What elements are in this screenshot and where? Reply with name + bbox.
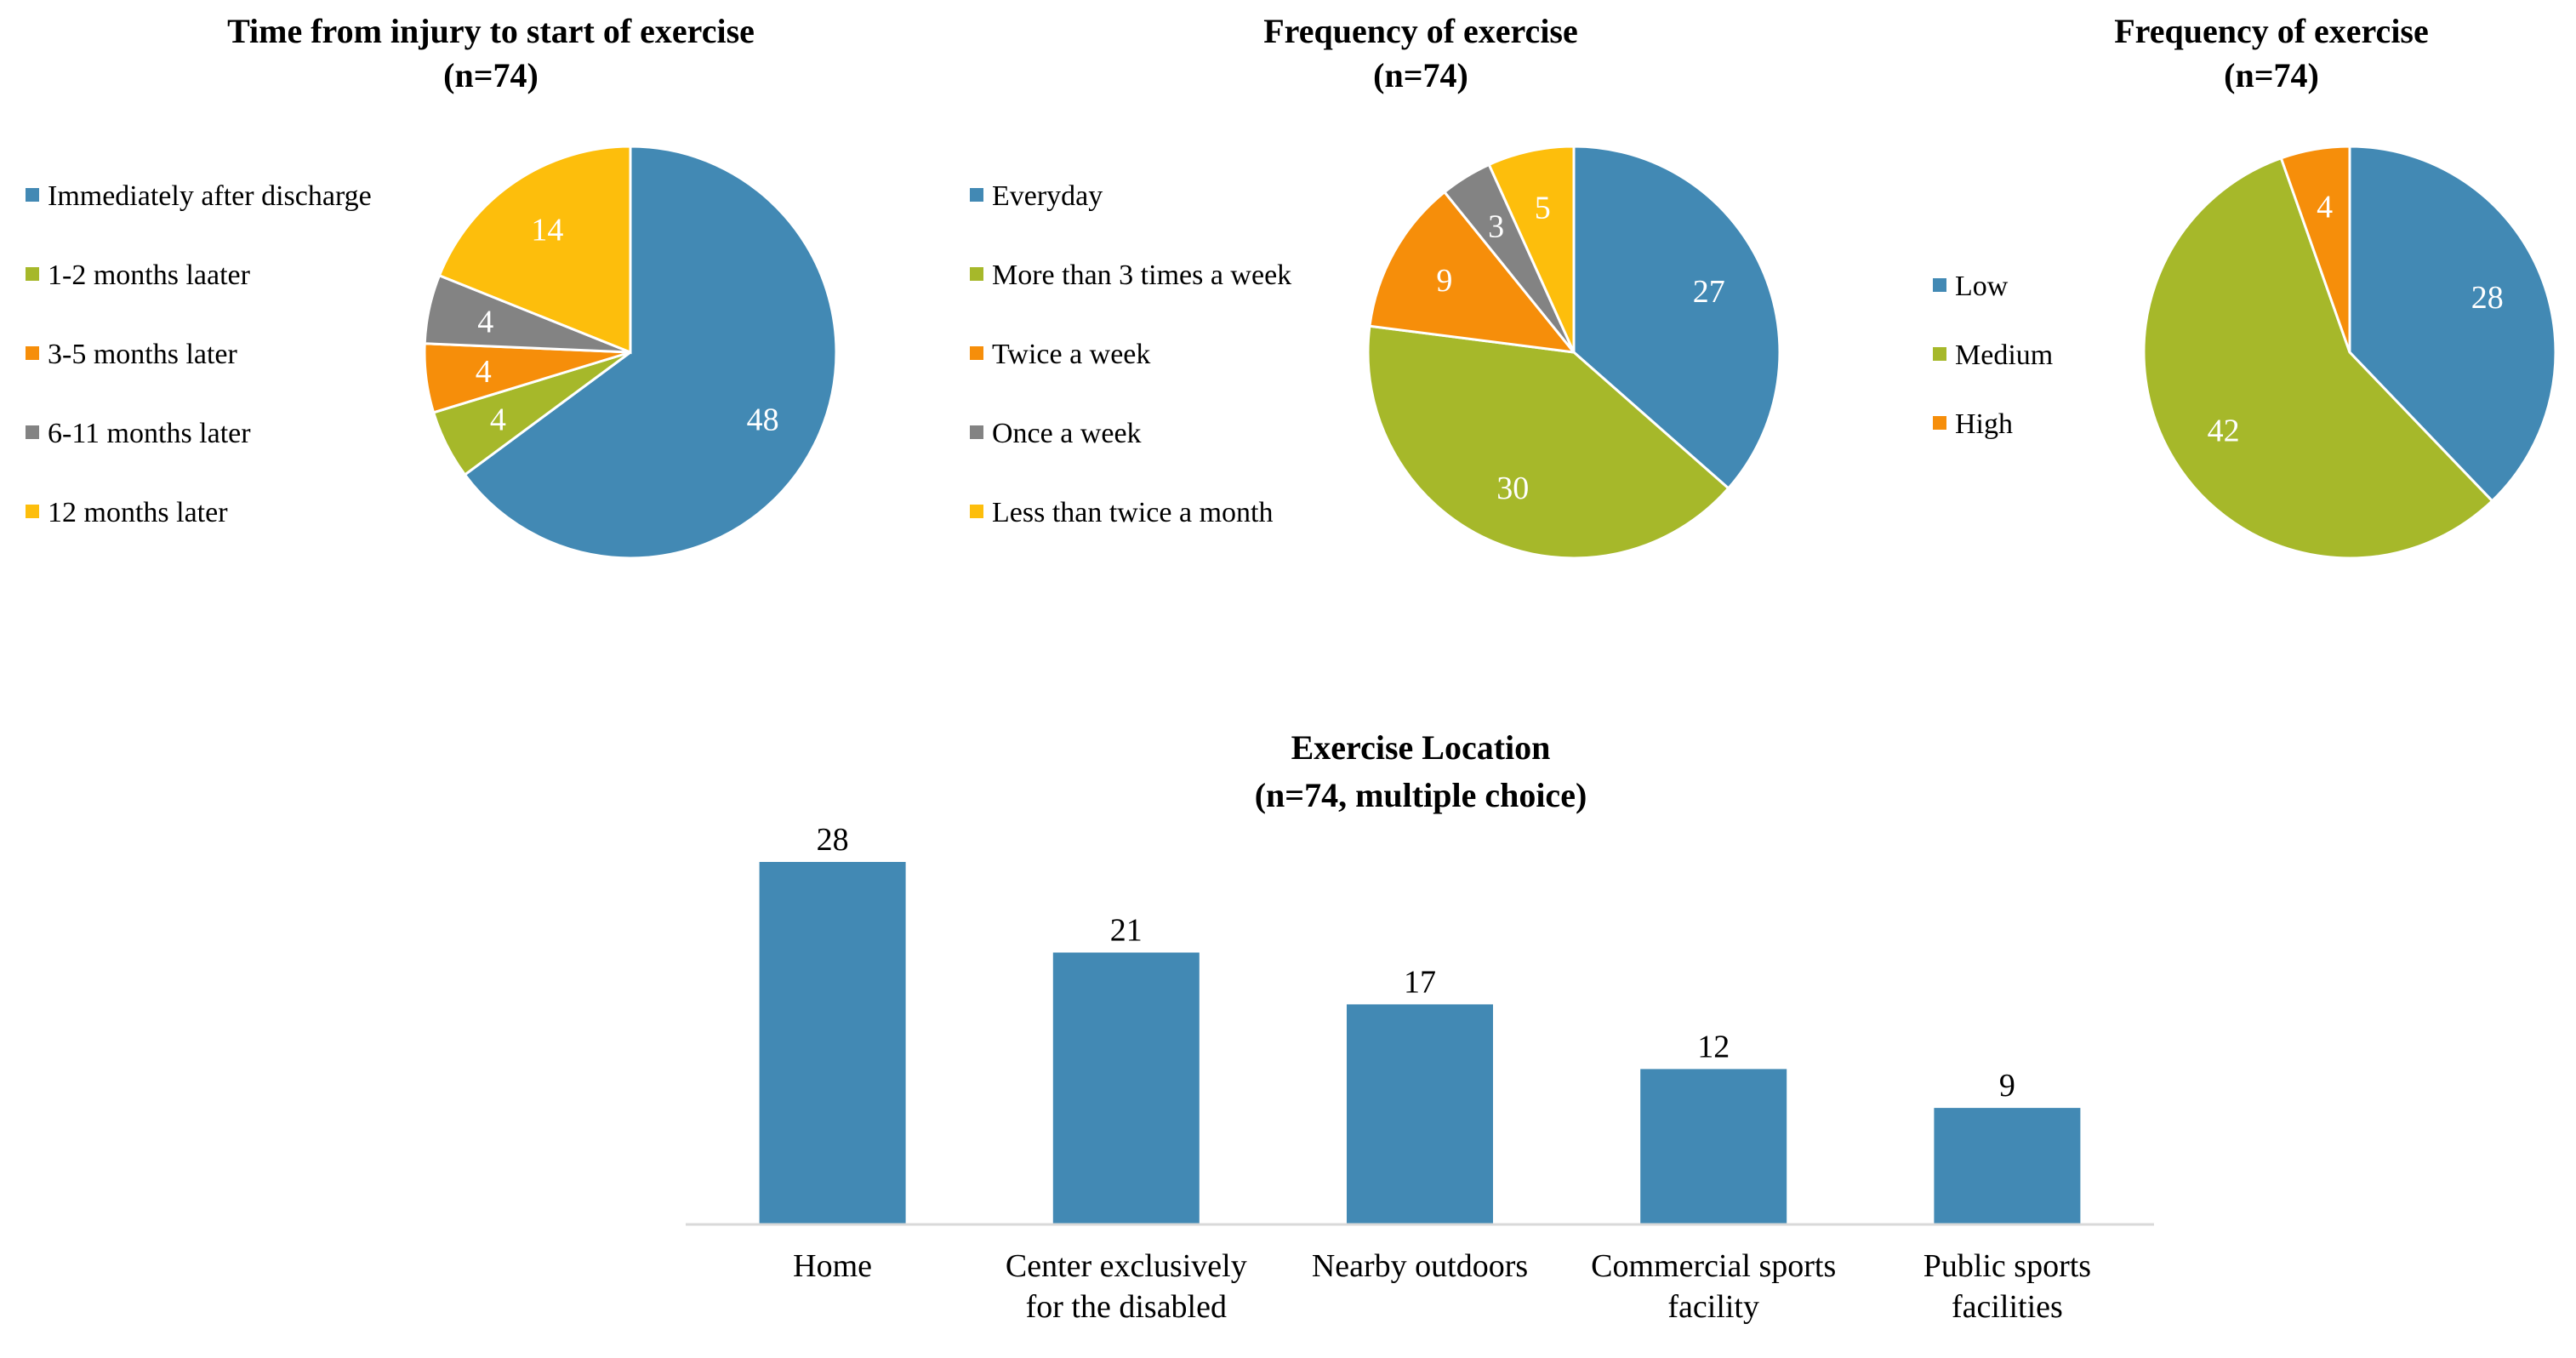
pie-slice <box>1368 190 1577 354</box>
legend-label: Twice a week <box>992 339 1150 370</box>
chart-subtitle: (n=74) <box>1373 56 1468 94</box>
chart-title: Exercise Location <box>1291 728 1551 767</box>
legend-swatch <box>26 188 39 202</box>
bar <box>1347 1004 1493 1224</box>
legend-label: Everyday <box>992 180 1103 212</box>
pie-chart-2: Frequency of exercise (n=74) 27 30 935 Everyd… <box>970 12 1781 560</box>
x-tick-label: facilities <box>1952 1289 2063 1325</box>
legend-label: More than 3 times a week <box>992 260 1291 291</box>
legend-label: 12 months later <box>48 497 228 528</box>
legend-label: Once a week <box>992 418 1142 449</box>
legend-swatch <box>26 346 39 360</box>
chart-title: Time from injury to start of exercise <box>227 12 755 50</box>
bar <box>1934 1108 2081 1224</box>
data-label: 9 <box>1436 263 1452 299</box>
data-label: 48 <box>747 402 779 437</box>
chart-title: Frequency of exercise <box>2114 12 2429 50</box>
pie-slice <box>2142 156 2494 560</box>
legend-label: 6-11 months later <box>48 418 251 449</box>
data-label: 21 <box>1110 913 1143 949</box>
chart-title: Frequency of exercise <box>1263 12 1578 50</box>
pie-slice <box>463 145 838 560</box>
data-label: 4 <box>2317 189 2333 225</box>
x-tick-label: Public sports <box>1923 1248 2091 1284</box>
legend-swatch <box>970 188 983 202</box>
pie-slice <box>1572 145 1781 490</box>
pie-slice <box>1366 324 1730 560</box>
chart-subtitle: (n=74, multiple choice) <box>1255 776 1587 814</box>
legend-swatch <box>970 425 983 439</box>
x-tick-label: facility <box>1667 1289 1759 1325</box>
data-label: 4 <box>490 402 506 437</box>
bar <box>1052 952 1200 1224</box>
data-label: 12 <box>1697 1029 1730 1064</box>
legend-label: 1-2 months laater <box>48 260 251 291</box>
legend-swatch <box>26 267 39 281</box>
x-tick-label: Nearby outdoors <box>1312 1248 1528 1284</box>
legend-swatch <box>1933 278 1946 292</box>
pie-slice <box>437 145 632 355</box>
legend-label: Medium <box>1955 340 2053 371</box>
legend-swatch <box>970 267 983 281</box>
data-label: 5 <box>1535 191 1551 226</box>
pie-slice <box>2279 145 2351 353</box>
x-tick-label: Commercial sports <box>1591 1248 1836 1284</box>
bar <box>1640 1069 1787 1224</box>
legend-label: High <box>1955 408 2013 440</box>
data-label: 28 <box>2471 280 2504 316</box>
legend-swatch <box>26 505 39 518</box>
pie-chart-3: Frequency of exercise (n=74) 28 42 4 Low Mediu… <box>1933 12 2557 560</box>
legend-swatch <box>26 425 39 439</box>
legend-swatch <box>1933 347 1946 361</box>
data-label: 30 <box>1496 471 1529 506</box>
data-label: 9 <box>1999 1068 2015 1104</box>
legend-label: 3-5 months later <box>48 339 238 370</box>
x-tick-label: Center exclusively <box>1006 1248 1247 1284</box>
legend-swatch <box>970 346 983 360</box>
bar <box>759 862 906 1224</box>
pie-chart-1: Time from injury to start of exercise (n=… <box>26 12 838 560</box>
data-label: 3 <box>1488 209 1504 245</box>
data-label: 4 <box>477 304 493 340</box>
legend-swatch <box>970 505 983 518</box>
data-label: 27 <box>1693 274 1725 310</box>
data-label: 42 <box>2208 413 2240 448</box>
data-label: 4 <box>476 354 492 390</box>
data-label: 17 <box>1404 964 1436 1000</box>
pie-slice <box>2348 145 2557 503</box>
bar-chart: Exercise Location (n=74, multiple choice)… <box>686 728 2154 1325</box>
chart-subtitle: (n=74) <box>2224 56 2319 94</box>
x-tick-label: for the disabled <box>1026 1289 1227 1325</box>
legend-label: Low <box>1955 271 2009 302</box>
legend-swatch <box>1933 416 1946 430</box>
legend-label: Less than twice a month <box>992 497 1273 528</box>
chart-subtitle: (n=74) <box>443 56 539 94</box>
x-tick-label: Home <box>793 1248 872 1284</box>
data-label: 28 <box>817 822 849 858</box>
legend-label: Immediately after discharge <box>48 180 372 212</box>
pie-slice <box>1487 145 1576 353</box>
data-label: 14 <box>531 213 563 248</box>
